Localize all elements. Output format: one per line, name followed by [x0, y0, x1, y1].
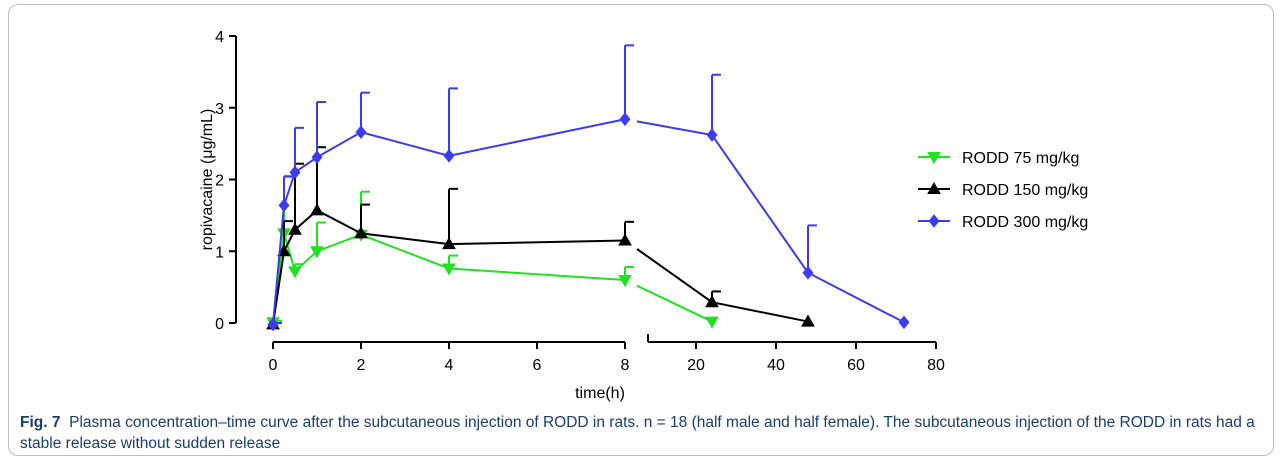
y-tick-label: 3 [215, 101, 224, 118]
data-point [801, 314, 815, 327]
series-line [636, 284, 713, 323]
data-point [310, 246, 324, 259]
data-point [442, 237, 456, 250]
x-tick-label: 8 [621, 357, 630, 374]
data-point [442, 263, 456, 276]
x-axis-label: time(h) [575, 385, 625, 402]
data-point [619, 112, 631, 127]
y-axis-label: ropivacaine (μg/mL) [199, 109, 216, 251]
legend-marker [927, 152, 941, 165]
x-tick-label: 6 [533, 357, 542, 374]
x-tick-label: 0 [269, 357, 278, 374]
figure-label: Fig. 7 [20, 414, 61, 431]
data-point [310, 203, 324, 216]
legend-label: RODD 300 mg/kg [962, 214, 1088, 231]
y-tick-label: 1 [215, 244, 224, 261]
figure-frame [8, 4, 1274, 456]
series-line [636, 120, 905, 324]
series-line [636, 248, 809, 323]
legend-item-1: RODD 75 mg/kg [918, 150, 1079, 167]
legend-item-2: RODD 150 mg/kg [918, 181, 1088, 199]
series-3 [267, 44, 910, 332]
data-point [288, 222, 302, 235]
data-point [355, 125, 367, 139]
series-2 [266, 146, 815, 330]
legend-label: RODD 150 mg/kg [962, 182, 1088, 199]
data-point [802, 265, 814, 280]
data-point [278, 198, 290, 213]
data-point [705, 316, 719, 329]
chart-series-group [266, 44, 910, 332]
data-point [618, 274, 632, 287]
legend-marker [928, 214, 940, 228]
x-tick-label: 40 [767, 357, 785, 374]
y-tick-label: 4 [215, 29, 224, 46]
x-tick-label: 2 [357, 357, 366, 374]
data-point [705, 295, 719, 308]
data-point [898, 315, 910, 330]
caption-text: Plasma concentration–time curve after th… [20, 414, 1255, 452]
data-point [618, 233, 632, 246]
legend-marker [927, 181, 941, 194]
chart-legend: RODD 75 mg/kg RODD 150 mg/kg RODD 300 mg/k… [918, 150, 1088, 231]
y-tick-label: 2 [215, 173, 224, 190]
data-point [289, 165, 301, 180]
chart-axes: 0 1 2 3 4 ropivacaine (μg/mL) 0 2 4 6 8 20 40 60 80 tim… [199, 29, 945, 402]
series-1 [266, 174, 719, 330]
x-tick-label: 4 [445, 357, 454, 374]
y-tick-label: 0 [215, 316, 224, 333]
x-tick-label: 20 [687, 357, 705, 374]
data-point [288, 266, 302, 279]
data-point [706, 128, 718, 142]
data-point [277, 244, 291, 257]
data-point [267, 317, 279, 332]
x-tick-label: 60 [847, 357, 865, 374]
data-point [443, 149, 455, 163]
data-point [354, 226, 368, 239]
data-point [311, 150, 323, 165]
x-tick-label: 80 [927, 357, 945, 374]
legend-label: RODD 75 mg/kg [962, 150, 1079, 167]
legend-item-3: RODD 300 mg/kg [918, 214, 1088, 231]
figure-caption: Fig. 7 Plasma concentration–time curve a… [20, 412, 1260, 454]
